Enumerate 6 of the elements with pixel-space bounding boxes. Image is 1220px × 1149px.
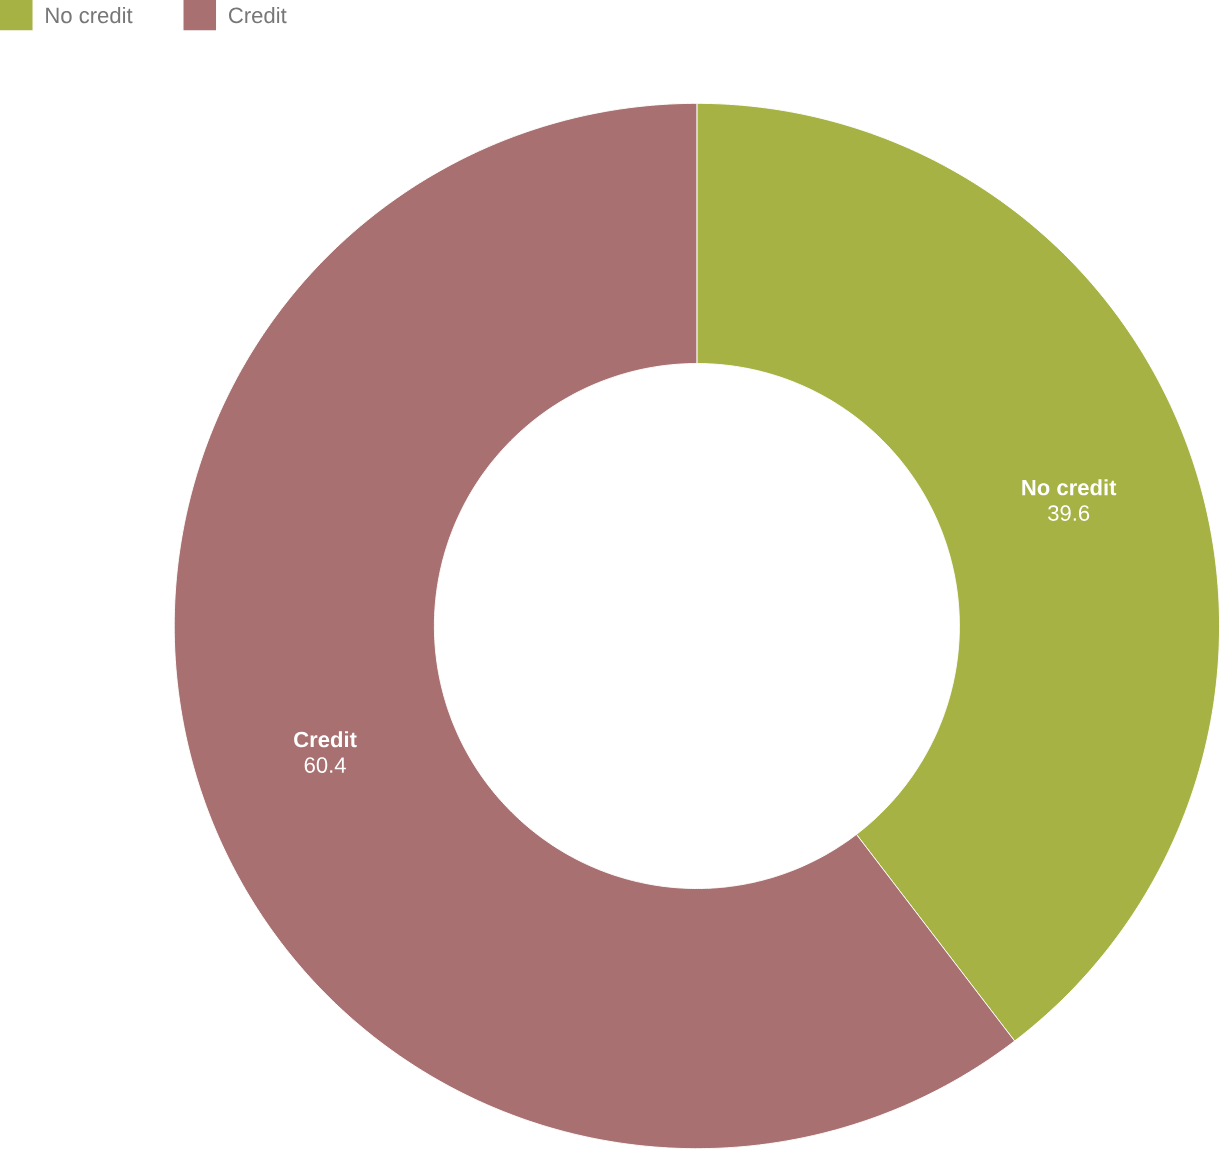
data-label: 39.6 (1048, 505, 1090, 521)
legend-label: Credit (228, 6, 287, 24)
legend-label: No credit (46, 6, 133, 24)
data-label: 60.4 (304, 757, 346, 773)
slice-label: No credit (1022, 479, 1117, 496)
slice-label: Credit (294, 731, 357, 748)
